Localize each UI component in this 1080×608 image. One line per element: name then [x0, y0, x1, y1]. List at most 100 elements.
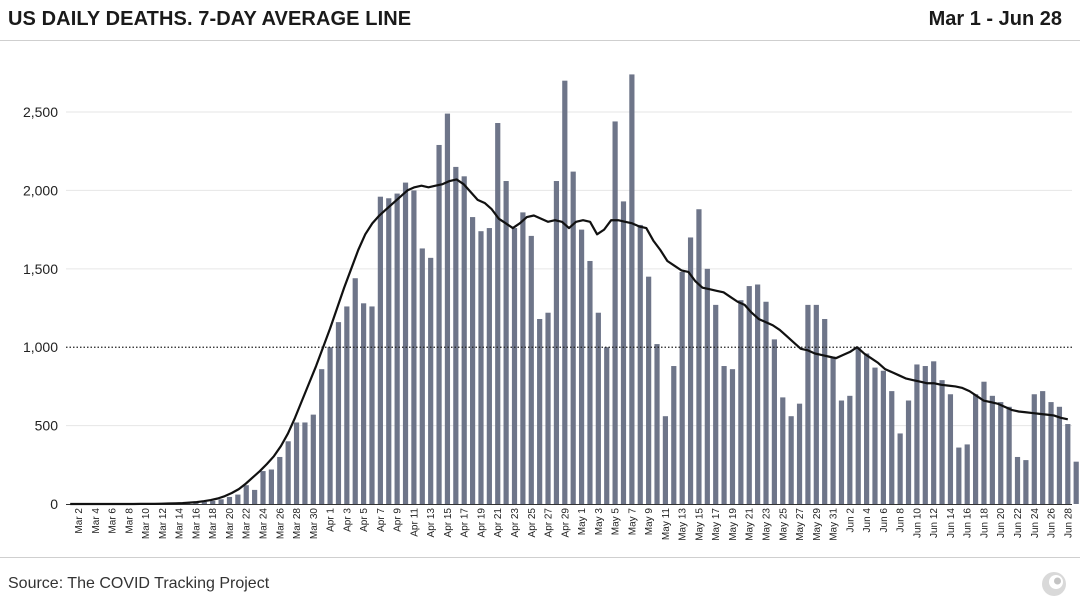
x-tick-label: Mar 6: [108, 508, 119, 534]
x-tick: Jun 6: [879, 508, 890, 533]
daily-deaths-bar: [310, 414, 316, 504]
x-tick: Jun 26: [1047, 508, 1058, 538]
daily-deaths-bar: [1056, 406, 1063, 504]
daily-deaths-bar: [537, 318, 543, 504]
daily-deaths-bar: [612, 121, 618, 504]
x-tick-label: Mar 12: [158, 508, 169, 540]
tracking-project-logo-icon: [1042, 572, 1066, 596]
daily-deaths-bar: [629, 74, 635, 504]
daily-deaths-bar: [872, 367, 878, 504]
x-tick-label: Apr 29: [560, 508, 571, 538]
x-tick-label: Mar 28: [292, 508, 303, 540]
x-tick: Mar 30: [309, 508, 320, 540]
x-tick: Apr 19: [476, 508, 487, 538]
x-tick: May 17: [711, 508, 722, 541]
daily-deaths-bar: [889, 391, 895, 504]
x-tick: May 13: [678, 508, 689, 541]
daily-deaths-bar: [704, 268, 710, 504]
daily-deaths-bar: [1014, 456, 1021, 504]
x-tick-label: May 17: [711, 508, 722, 541]
x-tick: Jun 10: [912, 508, 923, 538]
daily-deaths-bar: [746, 286, 752, 504]
x-tick-label: May 7: [627, 508, 638, 536]
x-tick: Jun 2: [845, 508, 856, 533]
x-tick: Apr 1: [326, 508, 337, 532]
x-tick: Mar 4: [91, 508, 102, 534]
x-tick: Mar 28: [292, 508, 303, 540]
x-tick: Mar 18: [208, 508, 219, 540]
x-tick-label: Jun 28: [1063, 508, 1074, 538]
chart-title: US DAILY DEATHS. 7-DAY AVERAGE LINE: [8, 8, 412, 30]
x-tick-label: Apr 13: [426, 508, 437, 538]
daily-deaths-bar: [461, 176, 467, 504]
x-tick-label: Jun 8: [896, 508, 907, 533]
daily-deaths-bar: [327, 347, 333, 504]
x-tick: Apr 9: [393, 508, 404, 532]
daily-deaths-bar: [947, 394, 954, 504]
x-tick-label: May 29: [812, 508, 823, 541]
daily-deaths-bar: [453, 166, 459, 504]
x-tick: Jun 20: [996, 508, 1007, 538]
x-tick-label: May 23: [762, 508, 773, 541]
x-tick-label: May 11: [661, 508, 672, 540]
daily-deaths-bar: [796, 403, 803, 504]
daily-deaths-bar: [931, 361, 937, 504]
x-tick-label: Jun 6: [879, 508, 890, 533]
daily-deaths-bar: [578, 229, 585, 505]
y-tick-label: 0: [50, 496, 58, 512]
x-tick: May 1: [577, 508, 588, 536]
daily-deaths-bar: [771, 339, 777, 505]
grid-layer: [66, 111, 1072, 505]
daily-deaths-bar: [218, 499, 224, 504]
daily-deaths-bar: [880, 370, 886, 504]
x-tick: Mar 26: [275, 508, 286, 540]
x-tick: Apr 27: [544, 508, 555, 538]
daily-deaths-bar: [595, 312, 601, 504]
x-tick-label: Jun 24: [1030, 508, 1041, 538]
daily-deaths-bar: [520, 212, 526, 504]
x-tick-label: May 13: [678, 508, 689, 541]
daily-deaths-bar: [193, 502, 199, 504]
x-tick-label: Apr 23: [510, 508, 521, 538]
x-tick-label: Mar 22: [242, 508, 253, 540]
x-tick-label: Jun 14: [946, 508, 957, 538]
daily-deaths-bar: [729, 369, 736, 504]
daily-deaths-bar: [864, 353, 870, 504]
x-tick: Apr 11: [409, 508, 420, 537]
x-tick-label: May 5: [611, 508, 622, 536]
x-tick: Apr 13: [426, 508, 437, 538]
x-tick-label: Jun 26: [1047, 508, 1058, 538]
daily-deaths-bar: [822, 318, 828, 504]
footer-divider: [0, 557, 1080, 558]
x-tick: Jun 16: [963, 508, 974, 538]
daily-deaths-bar: [897, 433, 903, 504]
x-tick: Apr 7: [376, 508, 387, 532]
x-tick: May 3: [594, 508, 605, 536]
daily-deaths-bar: [344, 306, 350, 504]
source-note: Source: The COVID Tracking Project: [8, 575, 270, 592]
x-tick: May 23: [762, 508, 773, 541]
x-tick-label: Jun 12: [929, 508, 940, 538]
daily-deaths-bar: [788, 416, 794, 504]
daily-deaths-bar: [319, 369, 325, 504]
daily-deaths-bar: [377, 196, 383, 504]
x-tick-label: May 25: [778, 508, 789, 541]
x-tick: May 25: [778, 508, 789, 541]
x-tick: Apr 25: [527, 508, 538, 538]
y-tick-label: 2,000: [23, 182, 58, 198]
x-tick: Jun 28: [1063, 508, 1074, 538]
x-tick-label: Jun 22: [1013, 508, 1024, 538]
daily-deaths-bar: [495, 123, 501, 504]
daily-deaths-bar: [444, 113, 451, 504]
daily-deaths-bar: [755, 284, 761, 504]
x-tick-label: May 27: [795, 508, 806, 541]
x-tick-label: Jun 10: [912, 508, 923, 538]
daily-deaths-bar: [696, 209, 702, 505]
daily-deaths-chart: 0 500 1,000 1,500 2,000 2,500 Mar 2 Mar 4 Mar 6…: [23, 74, 1079, 541]
daily-deaths-bar: [847, 395, 853, 504]
daily-deaths-bar: [972, 394, 979, 504]
x-tick-label: May 3: [594, 508, 605, 536]
daily-deaths-bar: [436, 144, 442, 504]
x-tick: Mar 20: [225, 508, 236, 540]
daily-deaths-bar: [654, 344, 660, 504]
